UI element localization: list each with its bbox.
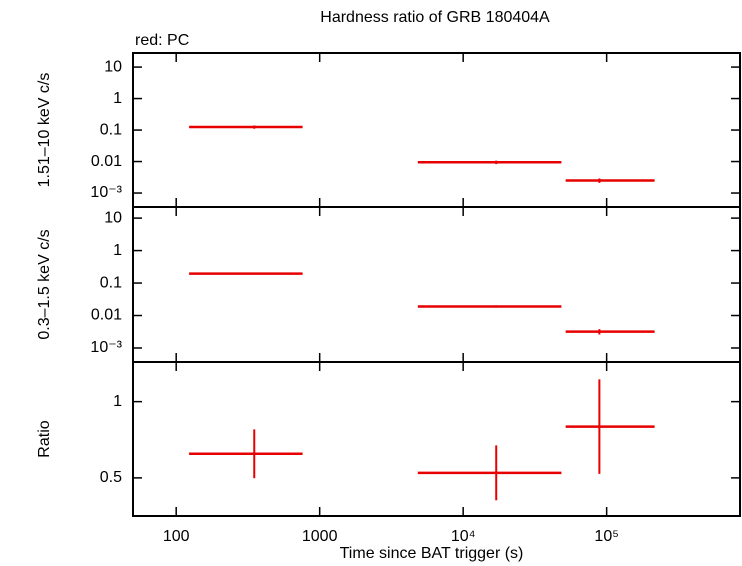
y-axis-label: 1.51–10 keV c/s (36, 73, 53, 188)
plot-frame (132, 206, 741, 363)
legend-note: red: PC (135, 32, 189, 49)
chart-title: Hardness ratio of GRB 180404A (320, 9, 550, 26)
y-tick-label: 10⁻³ (90, 184, 122, 201)
y-tick-label: 10 (104, 209, 122, 226)
y-tick-label: 1 (113, 393, 122, 410)
x-tick-label: 10⁵ (594, 528, 618, 545)
y-tick-label: 10 (104, 58, 122, 75)
y-tick-label: 1 (113, 90, 122, 107)
y-tick-label: 1 (113, 242, 122, 259)
y-tick-label: 0.1 (100, 121, 122, 138)
y-tick-label: 0.01 (91, 307, 122, 324)
x-tick-label: 100 (163, 528, 190, 545)
y-axis-label: 0.3–1.5 keV c/s (36, 229, 53, 339)
y-tick-label: 10⁻³ (90, 339, 122, 356)
y-axis-label: Ratio (36, 420, 53, 457)
plot-frame (132, 52, 741, 208)
plot-frame (132, 361, 741, 517)
y-tick-label: 0.1 (100, 274, 122, 291)
y-tick-label: 0.01 (91, 153, 122, 170)
x-axis-label: Time since BAT trigger (s) (340, 545, 524, 562)
x-tick-label: 10⁴ (451, 528, 476, 545)
y-tick-label: 0.5 (100, 469, 122, 486)
x-tick-label: 1000 (302, 528, 338, 545)
